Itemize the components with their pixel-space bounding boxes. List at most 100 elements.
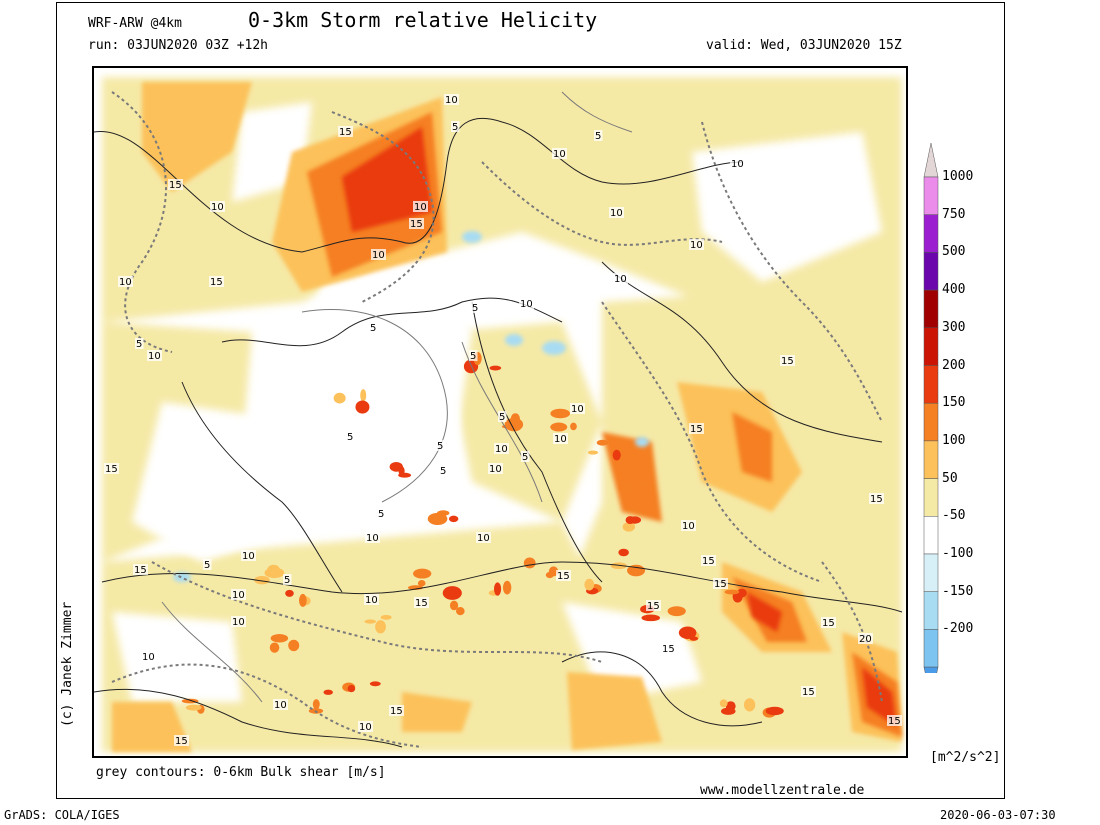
contour-label-bg [521,451,530,462]
contour-label: 10 [119,277,132,288]
contour-label: 15 [557,571,570,582]
legend-label: 200 [942,357,966,373]
coastline-adriatic [561,651,763,727]
contour-label: 5 [347,432,353,443]
contour-label: 5 [595,131,601,142]
convective-cell [724,589,740,595]
contour-label: 10 [554,434,567,445]
helicity-map: 10 15 5 5 10 15 10 10 15 10 10 10 10 15 10 10 10 5 5 5 10 15 5… [92,66,908,758]
convective-cell [427,512,448,526]
convective-cell [448,515,459,523]
red-area-se [747,592,782,632]
convective-cell [285,589,294,597]
contour-label-bg [414,597,429,608]
contour-label: 15 [210,277,223,288]
convective-cell [719,699,728,708]
red-area-north [342,127,432,232]
contour-label-bg [364,594,379,605]
contour-label-bg [869,493,884,504]
contour-label-bg [413,201,428,212]
website-label: www.modellzentrale.de [700,783,865,798]
contour-label-bg [821,617,836,628]
contour-label-bg [231,616,246,627]
convective-cell [545,571,554,579]
shade-200-300 [342,127,897,727]
convective-cell [369,681,381,687]
legend-boxes [923,142,939,702]
convective-cell [667,606,686,617]
contour-label: 10 [365,595,378,606]
contour-label: 10 [553,149,566,160]
convective-cell [523,557,536,569]
timestamp-label: 2020-06-03-07:30 [940,808,1056,822]
convective-cell [312,699,320,710]
contour-label-bg [147,350,162,361]
contour-label-bg [552,148,567,159]
contour-label-bg [488,463,503,474]
contour-label-bg [371,249,386,260]
coastline-north [94,117,743,253]
contour-label-bg [338,126,353,137]
convective-cell [624,484,634,493]
contour-label-bg [681,520,696,531]
contour-label-bg [689,239,704,250]
contour-label: 15 [781,356,794,367]
convective-cell [622,522,636,532]
contour-label: 10 [731,159,744,170]
convective-cell [640,480,648,487]
negative-patch-5 [635,437,649,447]
convective-cell [550,422,568,432]
convective-cell [502,580,512,595]
contour-label: 10 [372,250,385,261]
negative-patch-1 [542,341,566,355]
contour-label: 15 [822,618,835,629]
legend-color-box [923,252,939,291]
shade-low [112,102,882,702]
contour-label: 15 [888,716,901,727]
convective-cell [347,684,356,693]
convective-cell [417,579,426,587]
contour-label: 10 [610,208,623,219]
orange-area-se-sea [567,672,662,750]
contour-label-bg [439,465,448,476]
convective-cell [436,510,450,516]
contour-label-bg [451,121,460,132]
contour-label: 15 [714,579,727,590]
contour-label: 10 [148,351,161,362]
orange-area-south [402,692,472,732]
color-legend [922,142,1002,702]
convective-cells [181,351,784,718]
legend-color-box [923,478,939,517]
legend-label: -200 [942,621,974,637]
contour-label-bg [469,350,478,361]
red-area-far-se [862,667,897,727]
contour-label: 20 [859,634,872,645]
contour-label: 5 [378,509,384,520]
legend-color-box [923,591,939,630]
legend-color-box [923,516,939,555]
legend-label: 150 [942,395,966,411]
contour-label-bg [887,715,902,726]
contour-label-bg [377,508,386,519]
author-credit: (c) Janek Zimmer [60,601,75,727]
legend-label: -100 [942,546,974,561]
contour-label-bg [646,600,661,611]
convective-cell [678,626,697,639]
contour-label-bg [409,218,424,229]
contour-label: 10 [520,299,533,310]
contour-label: 5 [522,452,528,463]
contour-label: 5 [204,560,210,571]
contour-label-bg [661,643,676,654]
shear-contour-thin-3 [161,601,263,703]
contour-label-bg [519,298,534,309]
contour-label-bg [118,276,133,287]
convective-cell [489,365,502,371]
convective-cell [333,392,346,404]
convective-cell [360,389,367,402]
contour-label-bg [209,276,224,287]
contour-label: 5 [370,323,376,334]
contour-label: 10 [571,404,584,415]
border-west [181,381,343,593]
low-region-4 [692,132,882,282]
shear-contour-7 [821,561,883,703]
